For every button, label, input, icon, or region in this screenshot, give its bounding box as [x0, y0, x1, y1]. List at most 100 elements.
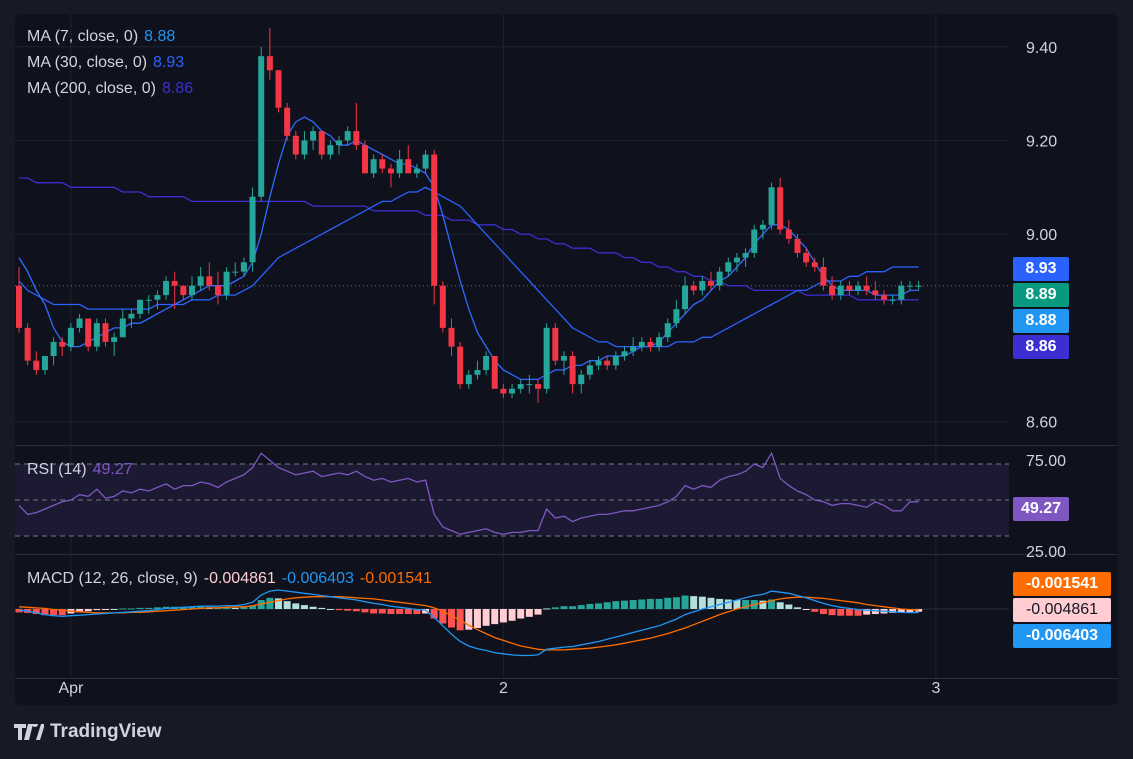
candle-body [742, 252, 749, 258]
candle-body [690, 285, 697, 291]
macd-hist-bar [491, 609, 499, 625]
macd-hist-bar [309, 606, 317, 609]
macd-hist-bar [854, 609, 862, 616]
macd-hist-bar [508, 609, 516, 621]
macd-hist-bar [404, 609, 412, 615]
legend-ma7-value: 8.88 [144, 28, 176, 45]
ma30-line [18, 186, 919, 348]
candle-body [733, 257, 740, 263]
candle-body [431, 154, 438, 286]
candle-body [560, 355, 567, 361]
macd-hist-bar [889, 609, 897, 613]
candle-body [872, 290, 879, 296]
candle-body [336, 140, 343, 146]
price-tag-ma200: 8.86 [1013, 335, 1069, 359]
candle-body [604, 360, 611, 366]
macd-hist-bar [275, 598, 282, 609]
legend-macd-signal: -0.001541 [359, 570, 432, 587]
candle-body [439, 285, 446, 328]
candle-body [474, 370, 481, 375]
candle-body [820, 266, 827, 286]
macd-hist-bar [93, 609, 101, 611]
macd-hist-bar [326, 609, 334, 610]
macd-hist-bar [742, 600, 750, 609]
candle-body [465, 374, 472, 385]
macd-hist-bar [681, 595, 689, 609]
candle-body [673, 309, 680, 324]
macd-hist-bar [300, 605, 308, 609]
price-tag-last: 8.89 [1013, 283, 1069, 307]
candle-body [526, 384, 533, 386]
macd-hist-bar [733, 600, 741, 609]
legend-ma7: MA (7, close, 0) 8.88 [27, 28, 175, 46]
candle-body [491, 355, 498, 389]
rsi-tick-label: 25.00 [1026, 544, 1066, 561]
macd-hist-bar [551, 607, 559, 609]
macd-hist-bar [664, 597, 672, 609]
candle-body [171, 281, 178, 286]
macd-hist-bar [145, 607, 153, 609]
candle-body [837, 285, 844, 296]
macd-hist-bar [335, 609, 343, 611]
candle-body [214, 285, 221, 296]
rsi-tag: 49.27 [1013, 497, 1069, 521]
ma200-line [19, 177, 919, 301]
legend-macd-label: MACD (12, 26, close, 9) [27, 570, 198, 587]
candle-body [422, 154, 429, 169]
candle-body [370, 159, 377, 174]
candle-body [249, 196, 256, 263]
candle-body [405, 159, 412, 174]
candle-body [145, 299, 152, 301]
candle-body [552, 327, 559, 361]
macd-hist-bar [153, 607, 161, 609]
macd-hist-bar [863, 609, 871, 615]
macd-hist-bar [794, 607, 801, 609]
candle-body [119, 318, 126, 338]
macd-hist-bar [586, 603, 594, 609]
macd-hist-bar [110, 609, 118, 610]
candle-body [881, 295, 887, 300]
macd-hist-bar [672, 597, 680, 609]
macd-tag-signal: -0.001541 [1013, 572, 1111, 596]
macd-hist-bar [292, 603, 300, 609]
candle-body [16, 285, 22, 328]
macd-hist-bar [370, 609, 378, 614]
macd-hist-bar [473, 609, 481, 629]
candle-body [327, 145, 334, 155]
candle-body [387, 168, 394, 174]
macd-hist-bar [517, 609, 525, 619]
candle-body [863, 285, 870, 291]
legend-ma7-label: MA (7, close, 0) [27, 28, 139, 45]
macd-hist-bar [76, 609, 84, 613]
macd-hist-bar [629, 600, 637, 609]
candle-body [396, 159, 403, 174]
macd-hist-bar [577, 605, 585, 609]
candle-body [621, 351, 628, 356]
macd-tag-hist: -0.004861 [1013, 598, 1111, 622]
candle-body [777, 187, 784, 230]
macd-hist-bar [525, 609, 533, 617]
candle-body [915, 285, 922, 287]
legend-rsi: RSI (14) 49.27 [27, 461, 133, 479]
candle-body [223, 271, 230, 296]
macd-hist-bar [223, 607, 231, 609]
candle-body [301, 140, 308, 155]
candle-body [543, 327, 550, 389]
tradingview-logo[interactable]: TradingView [14, 719, 162, 745]
candle-body [906, 285, 913, 287]
candle-body [50, 341, 57, 356]
candle-body [612, 355, 619, 366]
macd-hist-bar [240, 606, 248, 609]
candle-body [318, 131, 325, 155]
candle-body [85, 318, 92, 347]
candle-body [656, 337, 663, 347]
macd-hist-bar [465, 609, 473, 630]
macd-hist-bar [266, 597, 274, 609]
macd-hist-bar [768, 599, 776, 609]
macd-hist-bar [448, 609, 455, 628]
candle-body [180, 285, 187, 296]
macd-hist-bar [430, 609, 438, 619]
candle-body [638, 341, 645, 347]
